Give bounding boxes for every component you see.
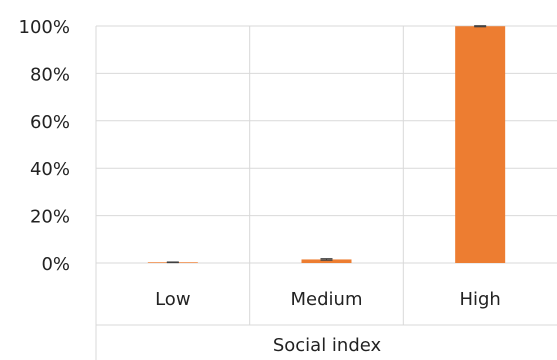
y-tick-label: 20%	[30, 207, 70, 228]
y-tick-label: 80%	[30, 64, 70, 85]
y-tick-label: 100%	[19, 17, 70, 38]
bars	[147, 25, 506, 264]
category-labels: Low Medium High	[155, 289, 501, 310]
y-tick-label: 0%	[41, 254, 70, 275]
category-label: Low	[155, 289, 190, 310]
category-label: High	[459, 289, 500, 310]
y-tick-labels: 0% 20% 40% 60% 80% 100%	[19, 17, 70, 275]
y-tick-label: 40%	[30, 159, 70, 180]
y-tick-label: 60%	[30, 112, 70, 133]
category-label: Medium	[291, 289, 363, 310]
bar-high	[455, 26, 506, 263]
gridlines	[95, 25, 557, 360]
bar-medium	[301, 259, 352, 263]
x-axis-title: Social index	[273, 335, 382, 356]
